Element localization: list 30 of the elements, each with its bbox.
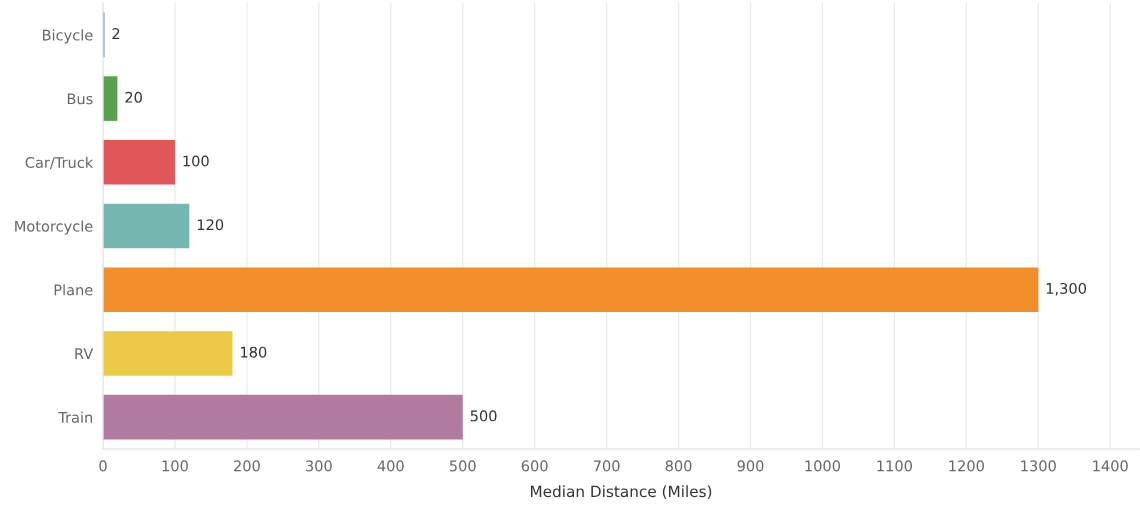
y-tick-label: Motorcycle [15,220,93,235]
data-label: 100 [183,155,209,167]
x-tick-label: 1000 [805,460,841,472]
data-label: 1,300 [1046,282,1086,296]
x-axis-title: Median Distance (Miles) [530,485,712,499]
x-tick-label: 500 [449,460,476,472]
x-tick-label: 1300 [1021,460,1056,472]
data-label: 120 [197,219,224,231]
x-tick-label: 200 [234,460,260,472]
x-tick-label: 300 [306,460,332,472]
x-tick-label: 400 [377,460,404,472]
data-label: 180 [241,346,267,358]
y-tick-label: Bus [67,93,93,105]
x-tick-label: 1400 [1093,460,1128,472]
x-tick-label: 900 [737,460,764,472]
x-tick-label: 1200 [949,460,984,472]
data-label: 2 [112,28,120,39]
data-label: 20 [125,91,142,103]
x-tick-label: 0 [99,460,107,472]
x-tick-label: 700 [593,460,620,472]
y-tick-label: Bicycle [42,29,93,44]
y-tick-label: RV [75,348,94,359]
x-tick-label: 800 [665,460,692,472]
x-tick-label: 100 [162,460,188,472]
data-label: 500 [470,410,497,422]
x-tick-label: 1100 [877,460,912,472]
y-tick-label: Plane [54,284,93,296]
y-tick-label: Train [58,411,93,423]
y-tick-label: Car/Truck [25,156,94,170]
x-tick-label: 600 [521,460,548,472]
